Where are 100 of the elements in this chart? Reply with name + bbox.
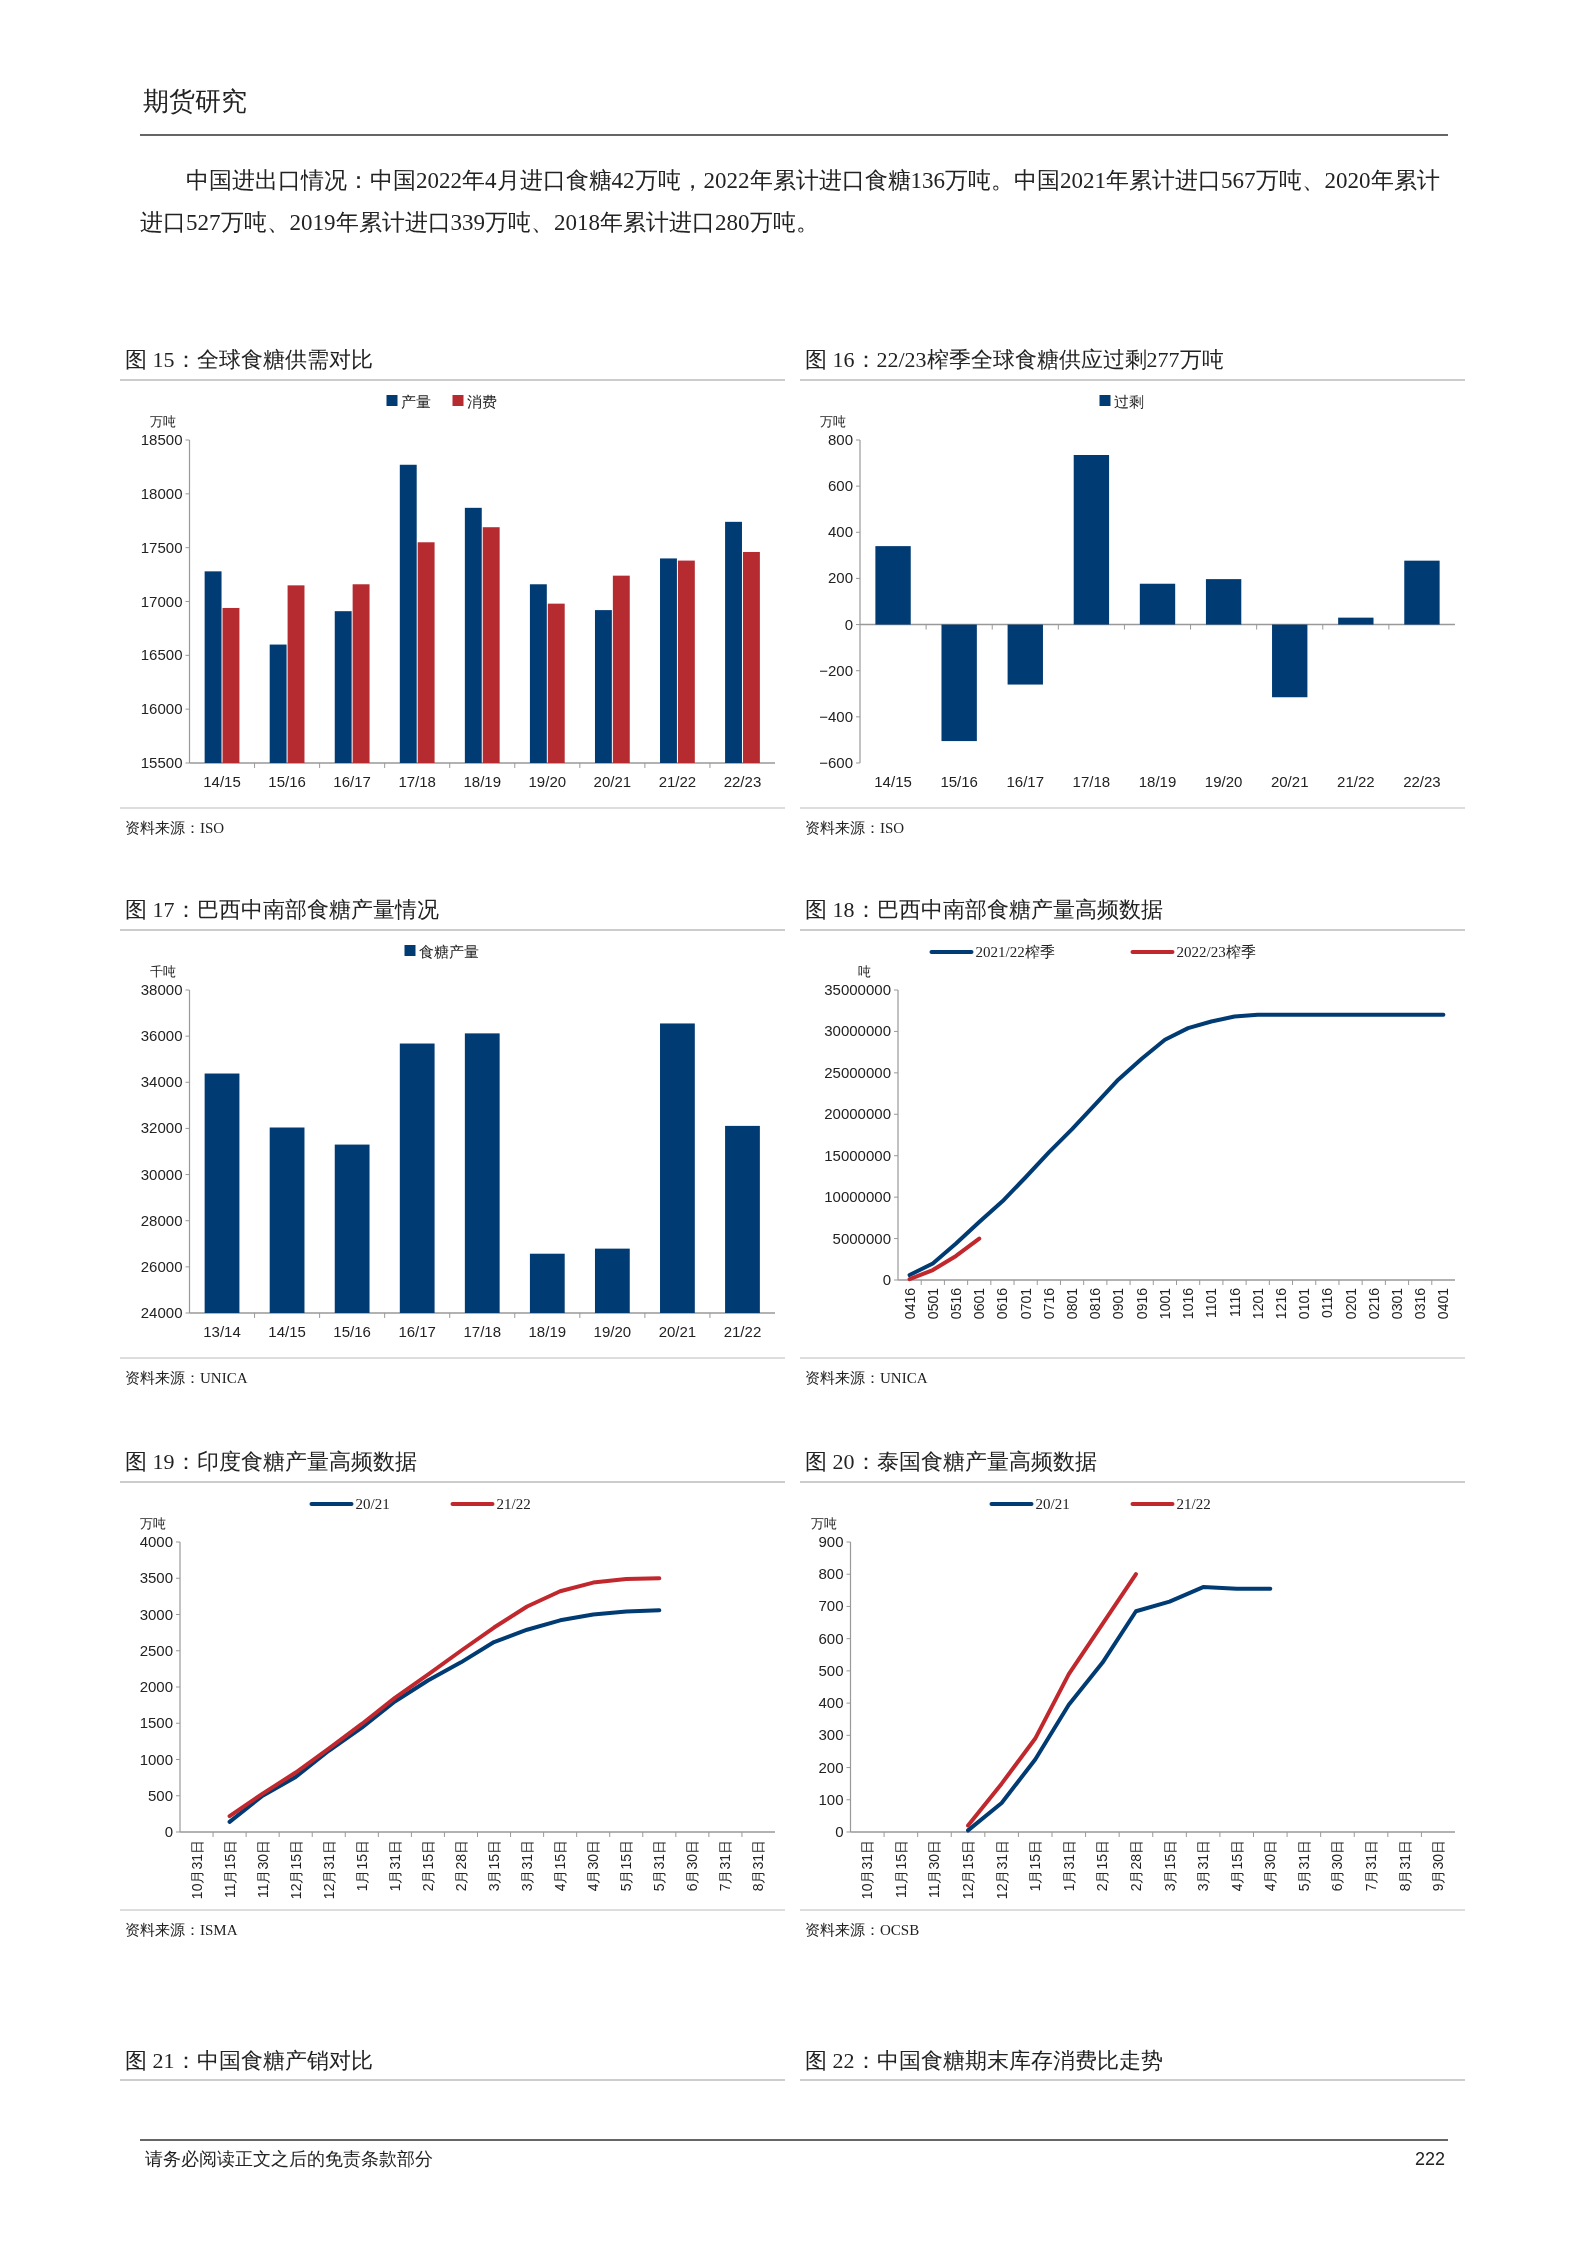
x-tick-label: 0901 [1110,1287,1127,1320]
y-axis-title: 万吨 [149,414,176,429]
y-tick-label: −400 [819,707,853,725]
chart-title: 图 20：泰国食糖产量高频数据 [805,1449,1097,1474]
x-tick-label: 16/17 [333,773,371,790]
x-tick-label: 0701 [1017,1287,1034,1320]
y-tick-label: 25000000 [824,1063,891,1081]
text: 期货研究 [143,86,247,116]
x-tick-label: 0816 [1087,1287,1104,1320]
y-tick-label: 600 [818,1629,844,1647]
y-tick-label: 400 [827,523,853,541]
x-tick-label: 7月31日 [1363,1840,1380,1892]
x-tick-label: 10月31日 [859,1840,876,1900]
y-axis-title: 千吨 [149,964,176,979]
y-tick-label: 10000000 [824,1188,891,1206]
y-tick-label: 800 [818,1565,844,1583]
text: 资料来源：OCSB [805,1922,920,1938]
x-tick-label: 2月28日 [1127,1840,1144,1892]
y-tick-label: 0 [882,1271,891,1288]
y-tick-label: 400 [818,1694,844,1712]
x-tick-label: 15/16 [333,1323,371,1340]
y-tick-label: 30000000 [824,1022,891,1040]
y-tick-label: 200 [818,1758,844,1776]
legend-label: 21/22 [496,1496,531,1512]
x-tick-label: 9月30日 [1430,1840,1447,1892]
x-tick-label: 0616 [994,1287,1011,1320]
x-tick-label: 0501 [924,1287,941,1320]
line-series [907,1236,982,1282]
text: 请务必阅读正文之后的免责条款部分 [145,2149,433,2169]
y-tick-label: 15500 [140,754,183,771]
x-tick-label: 0101 [1296,1287,1313,1320]
x-tick-label: 8月31日 [750,1840,767,1892]
y-tick-label: 2500 [139,1641,173,1659]
x-tick-label: 1201 [1249,1287,1266,1320]
y-tick-label: 30000 [140,1165,183,1183]
x-tick-label: 18/19 [463,773,502,790]
y-tick-label: 3000 [139,1605,173,1623]
x-tick-label: 19/20 [593,1323,632,1340]
y-tick-label: 17000 [140,592,183,610]
x-tick-label: 0401 [1435,1287,1452,1320]
x-tick-label: 0316 [1412,1287,1429,1320]
x-tick-label: 11月15日 [221,1840,238,1899]
x-tick-label: 5月31日 [1295,1840,1312,1892]
x-tick-label: 17/18 [398,773,436,790]
x-tick-label: 13/14 [203,1323,241,1340]
y-axis-title: 万吨 [820,414,846,429]
y-tick-label: 1500 [139,1714,173,1732]
x-tick-label: 12月15日 [287,1840,304,1900]
y-tick-label: 3500 [139,1569,173,1587]
y-tick-label: 36000 [140,1027,183,1045]
x-tick-label: 3月31日 [1195,1840,1212,1892]
y-tick-label: 0 [835,1823,844,1840]
chart-title: 图 15：全球食糖供需对比 [125,347,373,372]
y-tick-label: 500 [147,1786,173,1804]
caption: 图 21：中国食糖产销对比 [125,2048,373,2073]
text: 资料来源：ISMA [125,1922,238,1938]
x-tick-label: 0216 [1365,1287,1382,1320]
x-tick-label: 11月30日 [926,1840,943,1899]
x-tick-label: 1101 [1203,1287,1220,1319]
text: 资料来源：UNICA [805,1370,928,1386]
x-tick-label: 1016 [1180,1287,1197,1320]
y-tick-label: 17500 [140,538,183,556]
y-tick-label: 200 [827,569,853,587]
x-tick-label: 22/23 [723,773,762,790]
line-series [966,1585,1273,1833]
y-tick-label: 100 [818,1790,844,1808]
legend-label: 产量 [400,394,431,410]
x-tick-label: 0601 [971,1287,988,1320]
bar [1007,624,1043,685]
x-tick-label: 4月30日 [1262,1840,1279,1892]
legend-label: 21/22 [1176,1496,1211,1512]
y-tick-label: 4000 [139,1533,173,1550]
x-tick-label: 12月15日 [960,1840,977,1900]
x-tick-label: 10月31日 [188,1840,205,1900]
x-tick-label: 3月15日 [1161,1840,1178,1892]
chart-title: 图 16：22/23榨季全球食糖供应过剩277万吨 [805,347,1224,372]
y-tick-label: 18000 [140,484,183,502]
x-tick-label: 21/22 [658,773,697,790]
x-tick-label: 19/20 [1204,773,1243,790]
x-tick-label: 0416 [901,1287,918,1320]
x-tick-label: 14/15 [874,773,912,790]
y-tick-label: 800 [827,431,853,448]
y-tick-label: 18500 [140,431,183,448]
y-tick-label: 0 [844,615,853,633]
x-tick-label: 12月31日 [993,1840,1010,1900]
y-tick-label: 20000000 [824,1105,891,1123]
x-tick-label: 0301 [1388,1287,1405,1320]
legend-label: 20/21 [355,1496,390,1512]
x-tick-label: 5月31日 [651,1840,668,1892]
bar [1073,455,1110,625]
x-tick-label: 4月30日 [585,1840,602,1892]
x-tick-label: 0516 [948,1287,965,1320]
bar [1205,579,1242,625]
y-tick-label: 500 [818,1661,844,1679]
y-tick-label: −200 [819,661,853,679]
x-tick-label: 1月31日 [1060,1840,1077,1892]
x-tick-label: 12月31日 [320,1840,337,1900]
x-tick-label: 20/21 [658,1323,697,1340]
text: 中国进出口情况：中国2022年4月进口食糖42万吨，2022年累计进口食糖136万吨。中国2021年累计进口567万吨、2020年累计进口527万吨、2019年累计进口339万吨、2018年累计进口280万吨。 [140,167,1441,237]
y-tick-label: −600 [819,754,853,771]
